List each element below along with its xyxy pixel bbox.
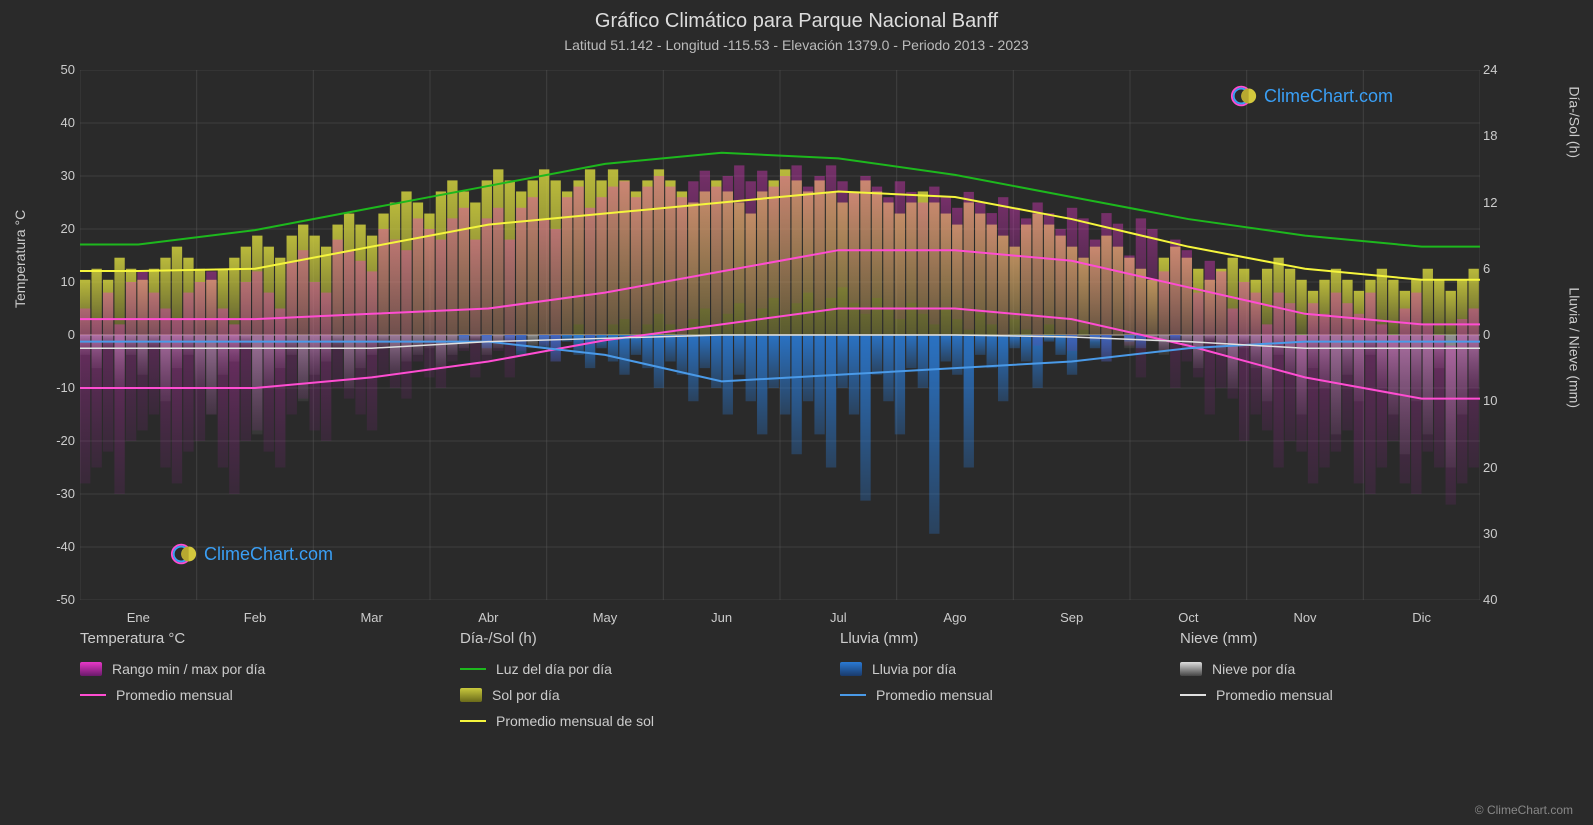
y-tick-right-bottom: 40 [1483, 592, 1508, 607]
x-tick-month: Ago [943, 610, 966, 625]
watermark-top: ClimeChart.com [1230, 82, 1393, 110]
swatch-sun [460, 688, 482, 702]
legend-item-rain-avg: Promedio mensual [840, 687, 1140, 703]
legend-col-daylight: Día-/Sol (h) Luz del día por día Sol por… [460, 630, 800, 729]
legend-item-sun-avg: Promedio mensual de sol [460, 713, 800, 729]
legend-header-snow: Nieve (mm) [1180, 630, 1480, 647]
y-tick-right-top: 6 [1483, 261, 1508, 276]
x-tick-month: Oct [1178, 610, 1198, 625]
y-axis-right-bottom-label: Lluvia / Nieve (mm) [1567, 287, 1583, 408]
x-tick-month: Jun [711, 610, 732, 625]
y-tick-right-top: 18 [1483, 128, 1508, 143]
line-temp-avg [80, 694, 106, 696]
x-tick-month: Dic [1412, 610, 1431, 625]
legend-item-temp-range: Rango min / max por día [80, 661, 420, 677]
legend-header-rain: Lluvia (mm) [840, 630, 1140, 647]
legend-item-sun-bars: Sol por día [460, 687, 800, 703]
watermark-text: ClimeChart.com [204, 544, 333, 565]
x-tick-month: May [593, 610, 618, 625]
y-tick-left: 20 [50, 221, 75, 236]
legend-col-temp: Temperatura °C Rango min / max por día P… [80, 630, 420, 729]
line-rain-avg [840, 694, 866, 696]
line-sun-avg [460, 720, 486, 722]
watermark-text: ClimeChart.com [1264, 86, 1393, 107]
chart-container: Gráfico Climático para Parque Nacional B… [0, 0, 1593, 825]
x-tick-month: Jul [830, 610, 847, 625]
chart-subtitle: Latitud 51.142 - Longitud -115.53 - Elev… [0, 33, 1593, 53]
legend-item-rain-bars: Lluvia por día [840, 661, 1140, 677]
legend-item-snow-bars: Nieve por día [1180, 661, 1480, 677]
x-tick-month: Abr [478, 610, 498, 625]
y-tick-right-bottom: 20 [1483, 460, 1508, 475]
x-tick-month: Mar [360, 610, 382, 625]
y-tick-left: -30 [50, 486, 75, 501]
y-tick-left: -50 [50, 592, 75, 607]
y-tick-left: 40 [50, 115, 75, 130]
x-tick-month: Feb [244, 610, 266, 625]
y-tick-left: -10 [50, 380, 75, 395]
swatch-snow [1180, 662, 1202, 676]
y-tick-right-top: 24 [1483, 62, 1508, 77]
y-tick-left: 0 [50, 327, 75, 342]
line-daylight [460, 668, 486, 670]
x-tick-month: Sep [1060, 610, 1083, 625]
y-tick-left: 50 [50, 62, 75, 77]
legend-col-rain: Lluvia (mm) Lluvia por día Promedio mens… [840, 630, 1140, 729]
swatch-rain [840, 662, 862, 676]
legend-header-temp: Temperatura °C [80, 630, 420, 647]
legend-col-snow: Nieve (mm) Nieve por día Promedio mensua… [1180, 630, 1480, 729]
swatch-temp-range [80, 662, 102, 676]
legend-item-temp-avg: Promedio mensual [80, 687, 420, 703]
y-tick-right-top: 12 [1483, 195, 1508, 210]
chart-title: Gráfico Climático para Parque Nacional B… [0, 0, 1593, 33]
y-tick-left: -40 [50, 539, 75, 554]
y-tick-right-top: 0 [1483, 327, 1508, 342]
y-tick-right-bottom: 30 [1483, 526, 1508, 541]
y-axis-left-label: Temperatura °C [12, 210, 28, 308]
x-tick-month: Nov [1293, 610, 1316, 625]
logo-icon [1230, 82, 1258, 110]
line-snow-avg [1180, 694, 1206, 696]
legend: Temperatura °C Rango min / max por día P… [80, 630, 1480, 729]
legend-header-daylight: Día-/Sol (h) [460, 630, 800, 647]
x-tick-month: Ene [127, 610, 150, 625]
plot-area: -50-40-30-20-1001020304050 0612182410203… [80, 70, 1480, 600]
y-tick-left: 30 [50, 168, 75, 183]
legend-item-snow-avg: Promedio mensual [1180, 687, 1480, 703]
y-tick-left: -20 [50, 433, 75, 448]
watermark-bottom: ClimeChart.com [170, 540, 333, 568]
copyright: © ClimeChart.com [1475, 803, 1573, 817]
y-axis-right-top-label: Día-/Sol (h) [1567, 86, 1583, 158]
y-tick-left: 10 [50, 274, 75, 289]
logo-icon [170, 540, 198, 568]
legend-item-daylight-line: Luz del día por día [460, 661, 800, 677]
y-tick-right-bottom: 10 [1483, 393, 1508, 408]
